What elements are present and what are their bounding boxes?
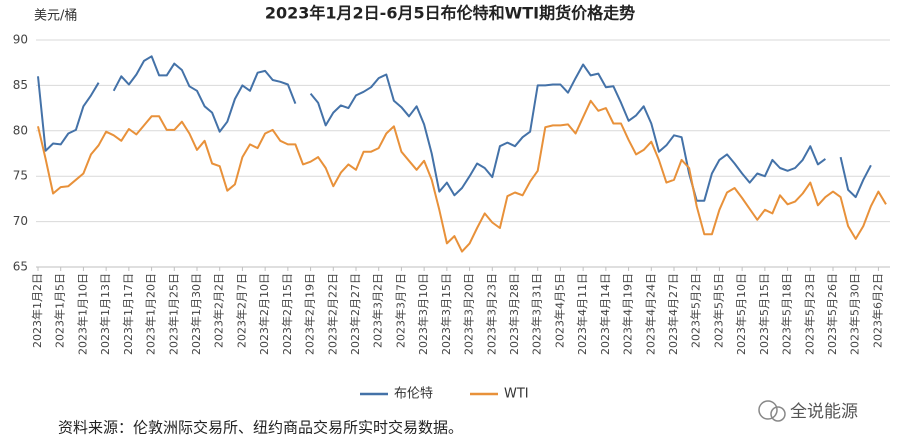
y-tick-label: 70 bbox=[13, 214, 28, 228]
watermark: 全说能源 bbox=[790, 402, 858, 422]
x-tick-label: 2023年2月2日 bbox=[212, 273, 226, 348]
x-tick-label: 2023年5月2日 bbox=[689, 273, 703, 348]
x-tick-label: 2023年5月30日 bbox=[848, 273, 862, 355]
x-tick-label: 2023年1月17日 bbox=[121, 273, 135, 355]
source-note: 资料来源：伦敦洲际交易所、纽约商品交易所实时交易数据。 bbox=[58, 419, 463, 437]
x-tick-label: 2023年1月25日 bbox=[166, 273, 180, 355]
y-tick-label: 90 bbox=[13, 33, 28, 47]
series-line bbox=[37, 55, 872, 202]
x-tick-label: 2023年1月20日 bbox=[144, 273, 158, 355]
x-tick-label: 2023年4月11日 bbox=[575, 273, 589, 355]
series-line bbox=[37, 99, 887, 253]
y-tick-label: 65 bbox=[13, 260, 28, 274]
x-tick-label: 2023年3月10日 bbox=[416, 273, 430, 355]
x-tick-label: 2023年2月19日 bbox=[303, 273, 317, 355]
x-tick-label: 2023年4月14日 bbox=[598, 273, 612, 355]
x-tick-label: 2023年2月10日 bbox=[257, 273, 271, 355]
x-tick-label: 2023年1月10日 bbox=[75, 273, 89, 355]
x-tick-label: 2023年4月24日 bbox=[643, 273, 657, 355]
x-tick-label: 2023年2月7日 bbox=[234, 273, 248, 348]
x-tick-label: 2023年2月27日 bbox=[348, 273, 362, 355]
x-tick-label: 2023年5月23日 bbox=[802, 273, 816, 355]
x-tick-label: 2023年4月5日 bbox=[552, 273, 566, 348]
x-tick-label: 2023年3月7日 bbox=[393, 273, 407, 348]
x-tick-label: 2023年2月15日 bbox=[280, 273, 294, 355]
x-tick-label: 2023年1月13日 bbox=[98, 273, 112, 355]
x-tick-label: 2023年6月2日 bbox=[870, 273, 884, 348]
x-tick-label: 2023年3月15日 bbox=[439, 273, 453, 355]
y-axis-label: 美元/桶 bbox=[34, 9, 77, 24]
x-tick-label: 2023年5月10日 bbox=[734, 273, 748, 355]
chart-title: 2023年1月2日-6月5日布伦特和WTI期货价格走势 bbox=[265, 4, 635, 23]
x-tick-label: 2023年3月23日 bbox=[484, 273, 498, 355]
x-tick-label: 2023年3月28日 bbox=[507, 273, 521, 355]
y-tick-label: 80 bbox=[13, 123, 28, 137]
x-tick-label: 2023年1月2日 bbox=[30, 273, 44, 348]
x-tick-label: 2023年5月18日 bbox=[780, 273, 794, 355]
x-tick-label: 2023年2月22日 bbox=[325, 273, 339, 355]
x-tick-label: 2023年3月20日 bbox=[462, 273, 476, 355]
x-tick-label: 2023年1月5日 bbox=[53, 273, 67, 348]
y-tick-label: 85 bbox=[13, 78, 28, 92]
legend-label: 布伦特 bbox=[394, 387, 433, 402]
y-tick-label: 75 bbox=[13, 169, 28, 183]
x-tick-label: 2023年1月30日 bbox=[189, 273, 203, 355]
x-tick-label: 2023年5月15日 bbox=[757, 273, 771, 355]
x-tick-label: 2023年4月27日 bbox=[666, 273, 680, 355]
watermark-icon bbox=[758, 400, 786, 422]
x-tick-label: 2023年5月5日 bbox=[711, 273, 725, 348]
x-tick-label: 2023年4月19日 bbox=[621, 273, 635, 355]
x-tick-label: 2023年3月2日 bbox=[371, 273, 385, 348]
x-tick-label: 2023年5月26日 bbox=[825, 273, 839, 355]
legend-label: WTI bbox=[504, 387, 529, 402]
x-tick-label: 2023年3月31日 bbox=[530, 273, 544, 355]
